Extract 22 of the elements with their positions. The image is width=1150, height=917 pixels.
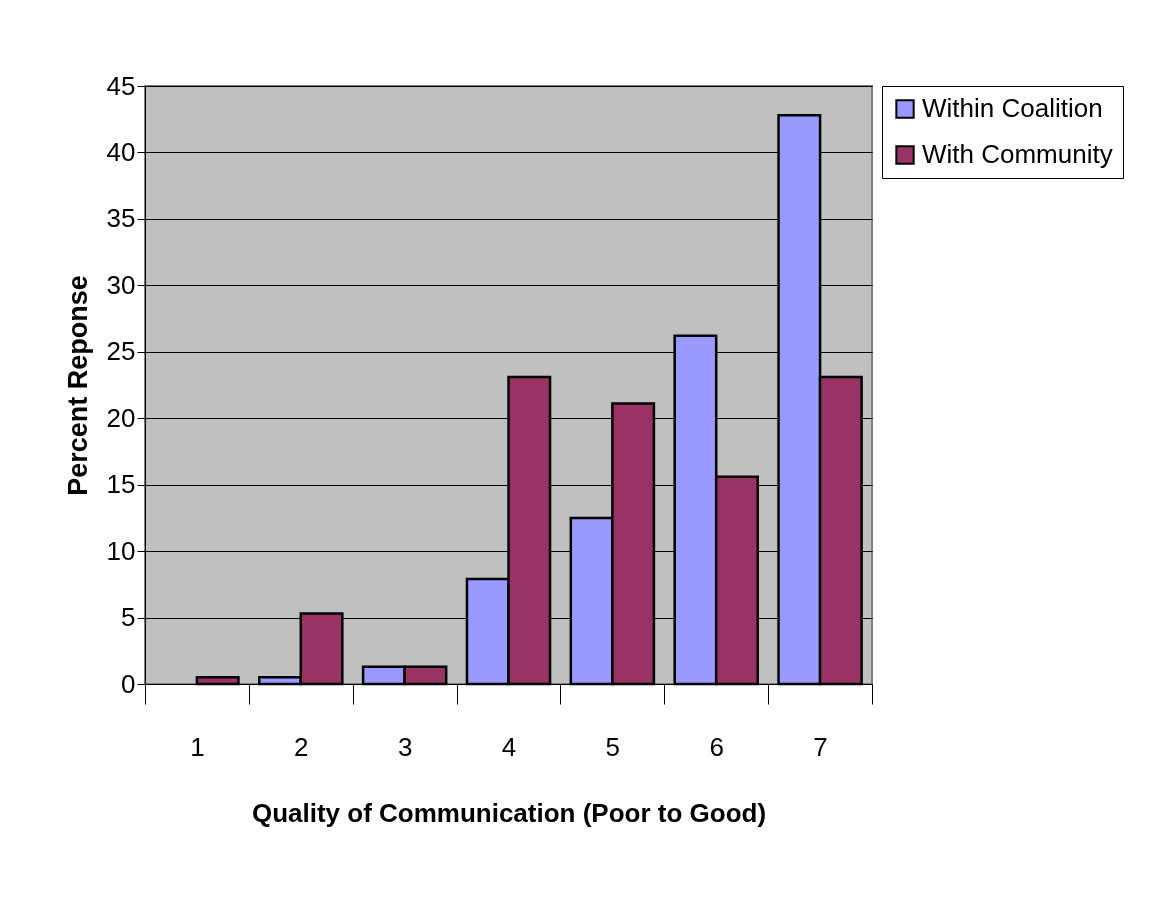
x-tick-label: 3 (397, 731, 413, 762)
y-tick-label: 15 (106, 469, 136, 500)
legend-label: Within Coalition (922, 93, 1103, 123)
y-tick-label: 40 (106, 136, 136, 167)
y-tick-label: 30 (106, 269, 136, 300)
y-axis-title: Percent Reponse (62, 275, 93, 496)
legend-label: With Community (922, 139, 1113, 169)
x-tick-label: 5 (605, 731, 621, 762)
x-tick-label: 4 (501, 731, 517, 762)
y-tick-label: 5 (121, 602, 136, 633)
y-tick-label: 35 (106, 203, 136, 234)
y-tick-label: 20 (106, 402, 136, 433)
x-tick-label: 6 (709, 731, 724, 762)
x-tick-label: 7 (813, 731, 828, 762)
y-tick-label: 0 (121, 668, 136, 699)
y-tick-label: 45 (106, 70, 136, 101)
x-tick-label: 1 (190, 731, 205, 762)
y-tick-label: 25 (106, 336, 136, 367)
bar (195, 676, 240, 686)
x-tick-label: 2 (294, 731, 309, 762)
y-tick-label: 10 (106, 535, 136, 566)
x-axis-title: Quality of Communication (Poor to Good) (251, 797, 767, 828)
